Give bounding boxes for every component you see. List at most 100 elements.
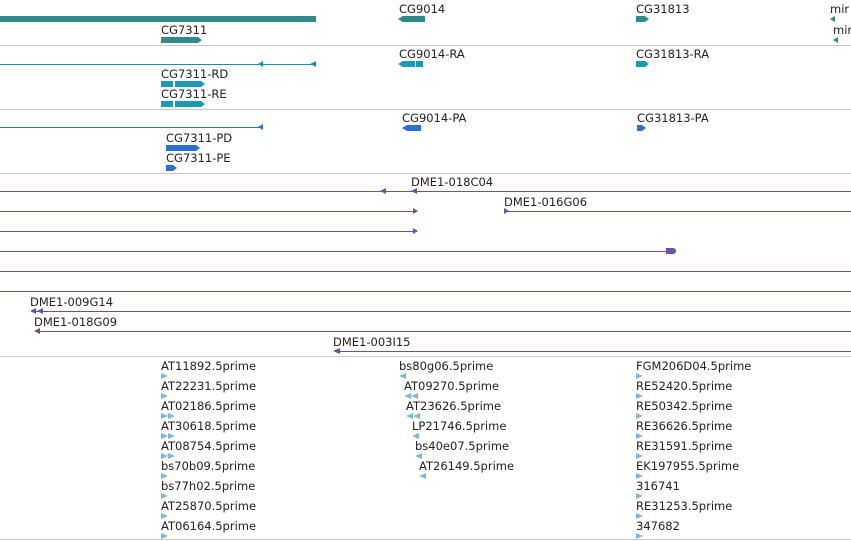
est-label[interactable]: bs80g06.5prime <box>399 359 494 373</box>
est-label[interactable]: bs70b09.5prime <box>161 459 256 473</box>
est-arrow <box>161 393 168 399</box>
transcript-bar-cg7311-re-2[interactable] <box>175 101 201 107</box>
est-label[interactable]: EK197955.5prime <box>636 459 740 473</box>
est-label[interactable]: 316741 <box>636 479 680 493</box>
transcript-arrow-left-2 <box>310 61 316 67</box>
est-arrow <box>636 493 643 499</box>
est-arrow <box>415 453 422 459</box>
est-label[interactable]: bs77h02.5prime <box>161 479 256 493</box>
est-arrow <box>419 473 426 479</box>
protein-label-cg9014-pa[interactable]: CG9014-PA <box>402 111 467 125</box>
protein-bar-cg9014-pa[interactable] <box>407 125 421 131</box>
gene-label-mir-top[interactable]: mir <box>830 2 850 16</box>
gene-bar-cg31813[interactable] <box>636 16 645 22</box>
protein-line-left[interactable] <box>0 127 262 128</box>
protein-bar-cg7311-pd[interactable] <box>166 145 196 151</box>
protein-arrow-left <box>258 124 263 130</box>
track-separator <box>0 109 851 110</box>
est-label[interactable]: bs40e07.5prime <box>415 439 510 453</box>
transcript-arrow-cg7311-re <box>201 100 205 107</box>
clone-arrow-018g09 <box>34 328 40 334</box>
transcript-bar-cg7311-re[interactable] <box>161 101 173 107</box>
est-arrow <box>411 393 418 399</box>
transcript-line-left[interactable] <box>0 64 316 65</box>
protein-bar-cg31813-pa[interactable] <box>637 125 642 131</box>
clone-line-018g09[interactable] <box>38 331 851 332</box>
transcript-label-cg31813-ra[interactable]: CG31813-RA <box>636 47 710 61</box>
gene-label-cg9014[interactable]: CG9014 <box>399 2 446 16</box>
est-arrow <box>412 433 419 439</box>
transcript-bar-cg7311-rd-2[interactable] <box>175 81 201 87</box>
est-label[interactable]: AT23626.5prime <box>406 399 502 413</box>
est-arrow <box>161 513 168 519</box>
clone-line-6[interactable] <box>0 291 851 292</box>
est-label[interactable]: RE36626.5prime <box>636 419 733 433</box>
est-label[interactable]: AT30618.5prime <box>161 419 257 433</box>
transcript-label-cg7311-rd[interactable]: CG7311-RD <box>161 67 229 81</box>
est-label[interactable]: RE31253.5prime <box>636 499 733 513</box>
est-arrow <box>413 413 420 419</box>
est-label[interactable]: AT26149.5prime <box>419 459 515 473</box>
est-arrow <box>168 413 175 419</box>
gene-label-cg31813[interactable]: CG31813 <box>636 2 690 16</box>
protein-label-cg7311-pd[interactable]: CG7311-PD <box>166 131 233 145</box>
est-label[interactable]: 347682 <box>636 519 680 533</box>
clone-line-2[interactable] <box>0 211 417 212</box>
est-label[interactable]: AT11892.5prime <box>161 359 257 373</box>
protein-label-cg7311-pe[interactable]: CG7311-PE <box>166 151 231 165</box>
clone-block-4[interactable] <box>666 248 676 254</box>
est-arrow <box>168 453 175 459</box>
clone-line-4[interactable] <box>0 251 675 252</box>
transcript-label-cg7311-re[interactable]: CG7311-RE <box>161 87 227 101</box>
est-arrow <box>161 493 168 499</box>
gene-bar-cg9014[interactable] <box>402 16 425 22</box>
gene-label-mir-second[interactable]: mir <box>833 23 851 37</box>
est-label[interactable]: RE52420.5prime <box>636 379 733 393</box>
est-label[interactable]: AT09270.5prime <box>404 379 500 393</box>
est-label[interactable]: AT02186.5prime <box>161 399 257 413</box>
est-label[interactable]: AT22231.5prime <box>161 379 257 393</box>
clone-label-003i15[interactable]: DME1-003I15 <box>333 335 411 349</box>
est-arrow <box>161 473 168 479</box>
gene-arrow-cg9014 <box>398 15 403 22</box>
est-label[interactable]: FGM206D04.5prime <box>636 359 752 373</box>
clone-arrow-1a <box>380 188 386 194</box>
est-label[interactable]: RE31591.5prime <box>636 439 733 453</box>
est-arrow <box>636 513 643 519</box>
clone-line-3[interactable] <box>0 231 417 232</box>
clone-line-5[interactable] <box>0 271 851 272</box>
gene-bar-cg7311[interactable] <box>161 37 198 43</box>
transcript-arrow-left-1 <box>258 61 263 67</box>
transcript-bar-cg7311-rd[interactable] <box>161 81 173 87</box>
gene-label-cg7311[interactable]: CG7311 <box>161 23 208 37</box>
est-label[interactable]: RE50342.5prime <box>636 399 733 413</box>
est-arrow <box>636 473 643 479</box>
clone-label-018c04[interactable]: DME1-018C04 <box>411 175 494 189</box>
transcript-bar-cg9014-ra-2[interactable] <box>416 61 423 67</box>
clone-line-016g06[interactable] <box>504 211 851 212</box>
clone-label-009g14[interactable]: DME1-009G14 <box>30 295 114 309</box>
transcript-bar-cg31813-ra[interactable] <box>636 61 645 67</box>
clone-line-1[interactable] <box>0 191 851 192</box>
clone-label-018g09[interactable]: DME1-018G09 <box>34 315 118 329</box>
est-arrow <box>636 433 643 439</box>
clone-label-016g06[interactable]: DME1-016G06 <box>504 195 588 209</box>
protein-label-cg31813-pa[interactable]: CG31813-PA <box>637 111 709 125</box>
est-label[interactable]: AT08754.5prime <box>161 439 257 453</box>
clone-line-009g14[interactable] <box>36 311 851 312</box>
est-arrow <box>161 453 168 459</box>
est-arrow <box>636 373 643 379</box>
clone-arrow-009g14b <box>37 308 43 314</box>
transcript-label-cg9014-ra[interactable]: CG9014-RA <box>399 47 465 61</box>
protein-bar-cg7311-pe[interactable] <box>166 165 173 171</box>
est-label[interactable]: AT25870.5prime <box>161 499 257 513</box>
track-separator <box>0 173 851 174</box>
clone-arrow-009g14a <box>30 308 36 314</box>
clone-arrow-1b <box>411 188 417 194</box>
est-label[interactable]: AT06164.5prime <box>161 519 257 533</box>
est-label[interactable]: LP21746.5prime <box>412 419 507 433</box>
transcript-bar-cg9014-ra[interactable] <box>403 61 415 67</box>
gene-bar-left[interactable] <box>0 16 316 22</box>
clone-line-003i15[interactable] <box>340 351 851 352</box>
